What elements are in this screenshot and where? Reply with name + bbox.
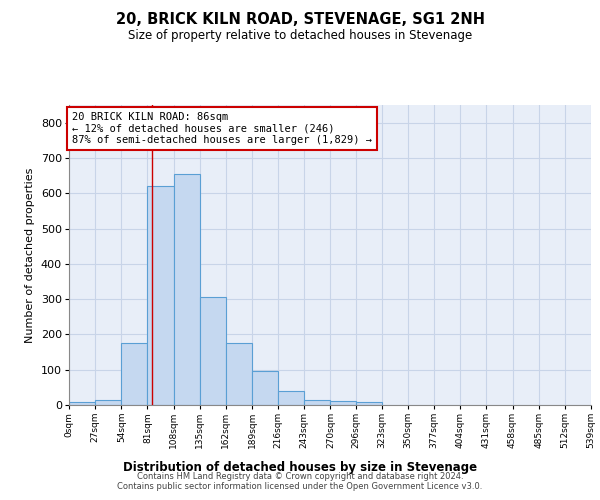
Text: Size of property relative to detached houses in Stevenage: Size of property relative to detached ho…	[128, 29, 472, 42]
Bar	[226, 343, 252, 405]
Bar	[200, 298, 226, 405]
Bar	[121, 343, 148, 405]
Bar	[148, 186, 173, 405]
Bar	[356, 402, 382, 405]
Text: Contains HM Land Registry data © Crown copyright and database right 2024.
Contai: Contains HM Land Registry data © Crown c…	[118, 472, 482, 491]
Bar	[304, 400, 331, 405]
Bar	[252, 371, 278, 405]
Y-axis label: Number of detached properties: Number of detached properties	[25, 168, 35, 342]
Text: 20, BRICK KILN ROAD, STEVENAGE, SG1 2NH: 20, BRICK KILN ROAD, STEVENAGE, SG1 2NH	[115, 12, 485, 28]
Bar	[173, 174, 200, 405]
Bar	[69, 402, 95, 405]
Text: Distribution of detached houses by size in Stevenage: Distribution of detached houses by size …	[123, 461, 477, 474]
Bar	[331, 402, 356, 405]
Bar	[95, 400, 121, 405]
Text: 20 BRICK KILN ROAD: 86sqm
← 12% of detached houses are smaller (246)
87% of semi: 20 BRICK KILN ROAD: 86sqm ← 12% of detac…	[72, 112, 372, 146]
Bar	[278, 391, 304, 405]
